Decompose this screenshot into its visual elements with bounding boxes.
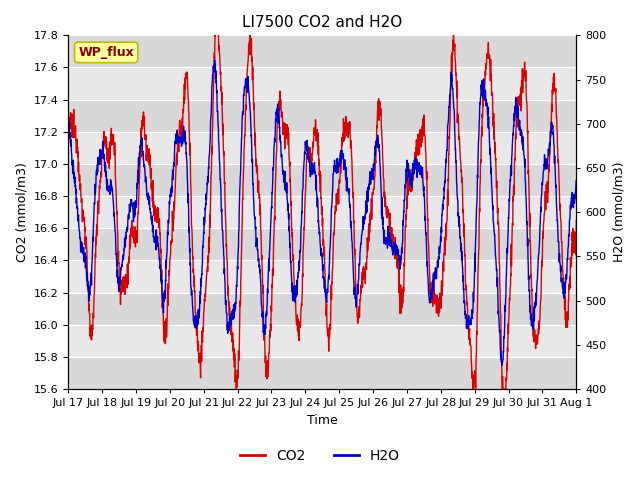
Y-axis label: CO2 (mmol/m3): CO2 (mmol/m3) <box>15 162 28 262</box>
Bar <box>68 132 576 164</box>
Bar <box>68 292 576 324</box>
Bar <box>68 68 576 100</box>
Legend: CO2, H2O: CO2, H2O <box>235 443 405 468</box>
Bar <box>68 357 576 389</box>
Title: LI7500 CO2 and H2O: LI7500 CO2 and H2O <box>242 15 403 30</box>
Bar <box>68 196 576 228</box>
Bar <box>68 100 576 132</box>
Bar <box>68 164 576 196</box>
Text: WP_flux: WP_flux <box>78 46 134 59</box>
Bar <box>68 261 576 292</box>
X-axis label: Time: Time <box>307 414 337 427</box>
Bar <box>68 36 576 68</box>
Y-axis label: H2O (mmol/m3): H2O (mmol/m3) <box>612 162 625 263</box>
Bar <box>68 324 576 357</box>
Bar <box>68 228 576 261</box>
